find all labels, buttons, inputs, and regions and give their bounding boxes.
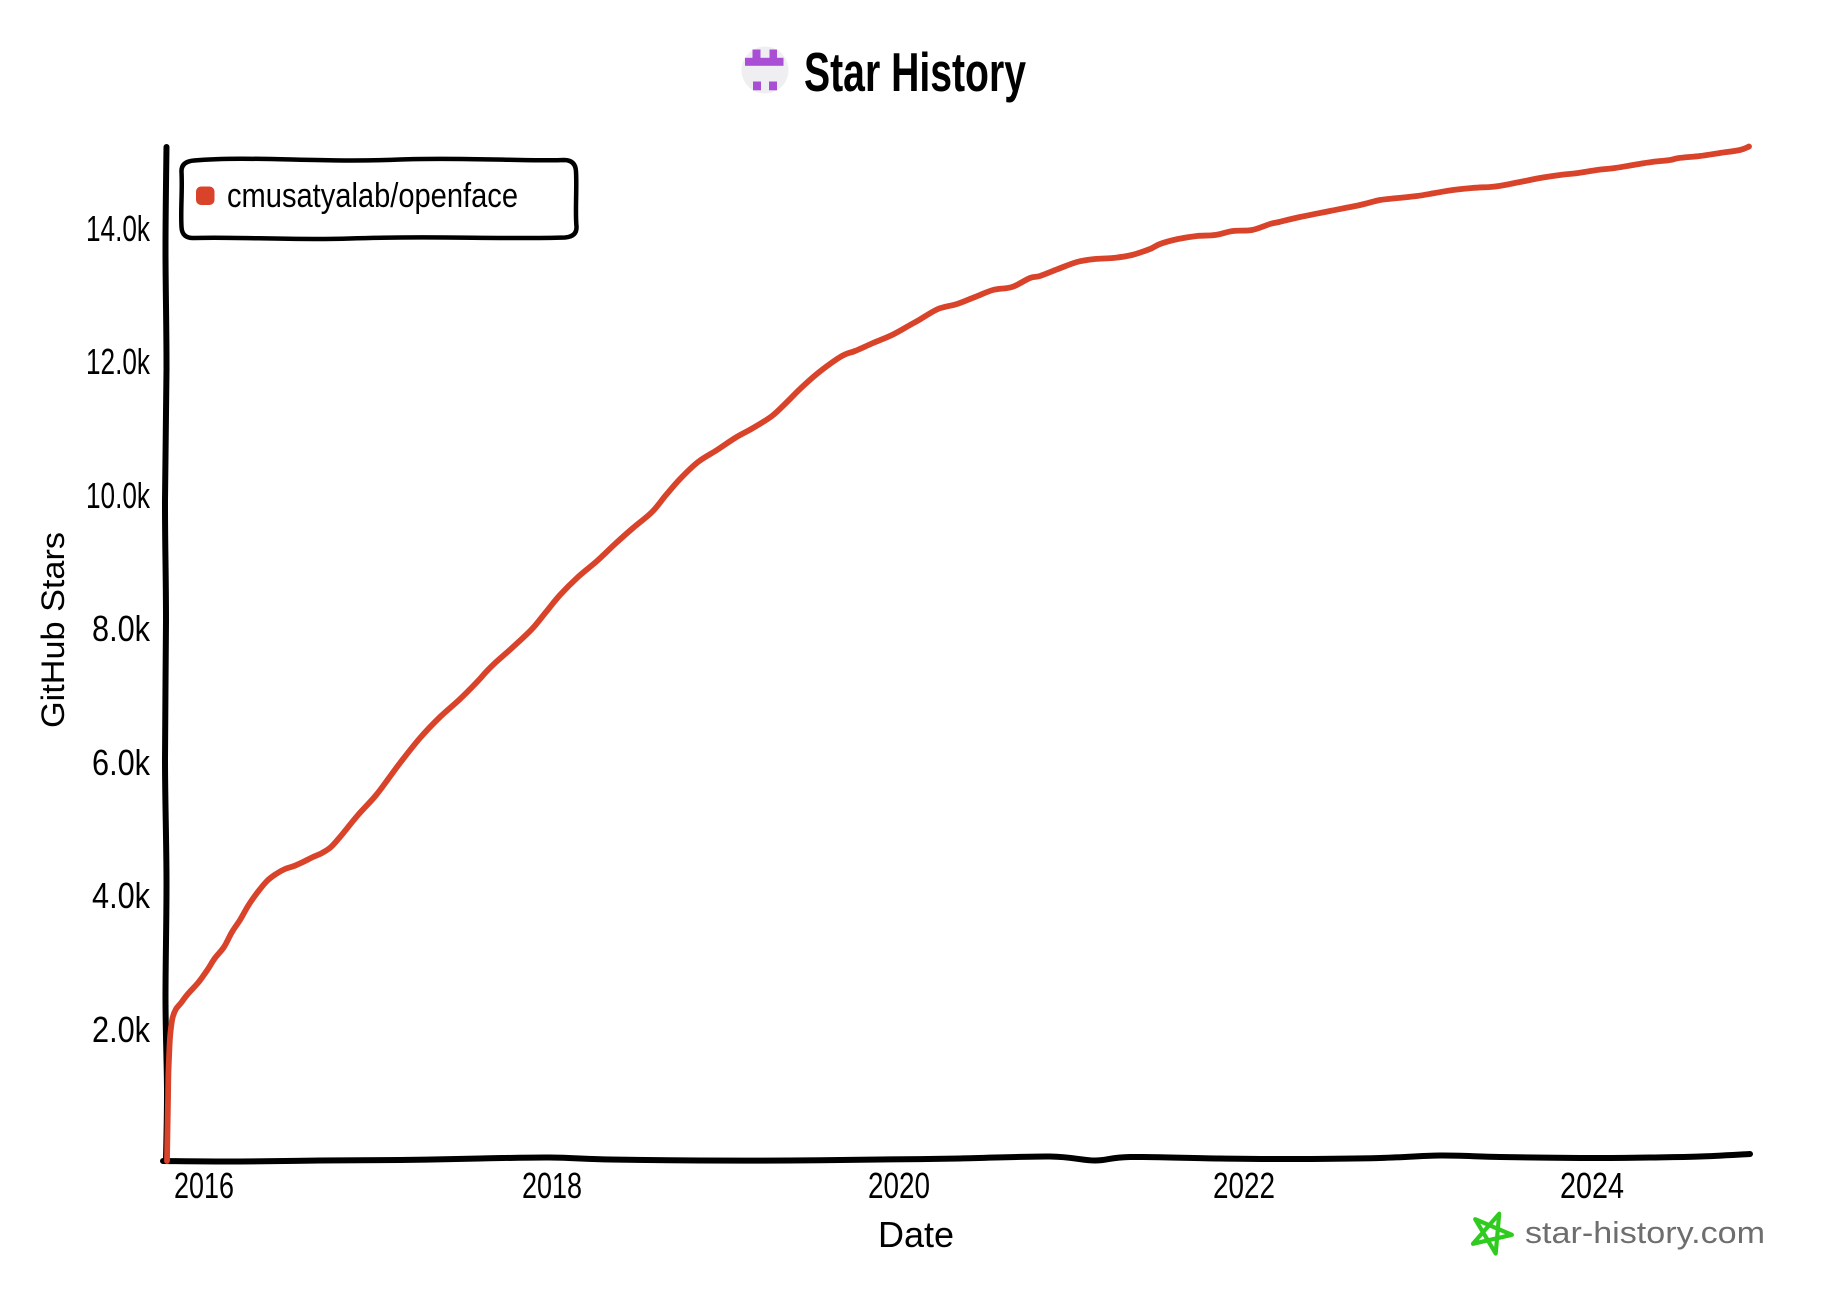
svg-text:cmusatyalab/openface: cmusatyalab/openface [227,177,518,215]
svg-text:14.0k: 14.0k [86,208,151,249]
svg-text:10.0k: 10.0k [86,475,151,516]
svg-text:2016: 2016 [174,1165,234,1206]
svg-text:2022: 2022 [1213,1165,1275,1206]
svg-text:12.0k: 12.0k [86,341,151,382]
svg-text:2024: 2024 [1560,1165,1624,1206]
svg-text:6.0k: 6.0k [92,742,151,783]
svg-text:star-history.com: star-history.com [1525,1215,1765,1250]
svg-text:Date: Date [878,1214,954,1255]
svg-text:Star History: Star History [804,41,1026,103]
svg-text:GitHub Stars: GitHub Stars [35,532,71,728]
svg-text:2018: 2018 [522,1165,582,1206]
svg-text:2020: 2020 [868,1165,930,1206]
svg-text:2.0k: 2.0k [92,1009,151,1050]
svg-text:8.0k: 8.0k [92,608,151,649]
svg-text:4.0k: 4.0k [92,875,151,916]
